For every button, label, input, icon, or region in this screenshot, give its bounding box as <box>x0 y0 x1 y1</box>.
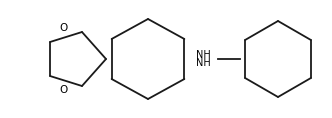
Text: O: O <box>60 23 68 33</box>
Text: O: O <box>60 85 68 95</box>
Text: NH: NH <box>196 58 210 68</box>
Text: NH: NH <box>196 50 210 60</box>
